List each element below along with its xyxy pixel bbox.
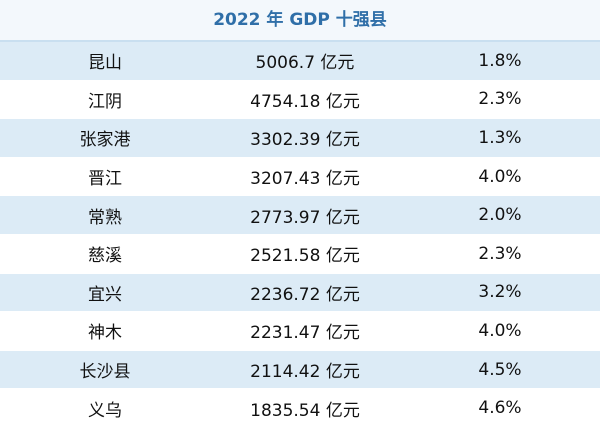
growth-rate: 4.0% bbox=[478, 166, 522, 187]
county-name: 张家港 bbox=[79, 130, 131, 151]
table-row: 张家港 3302.39 亿元 1.3% bbox=[0, 119, 600, 158]
gdp-value: 2231.47 亿元 bbox=[250, 323, 360, 344]
county-name: 晋江 bbox=[88, 169, 122, 190]
growth-rate: 4.5% bbox=[478, 359, 522, 380]
table-row: 慈溪 2521.58 亿元 2.3% bbox=[0, 235, 600, 274]
growth-rate: 1.3% bbox=[478, 127, 522, 148]
county-name: 长沙县 bbox=[79, 362, 131, 383]
table-row: 江阴 4754.18 亿元 2.3% bbox=[0, 81, 600, 120]
county-name: 义乌 bbox=[88, 400, 122, 421]
gdp-value: 2521.58 亿元 bbox=[250, 246, 360, 267]
county-name: 慈溪 bbox=[88, 246, 122, 267]
table-row: 常熟 2773.97 亿元 2.0% bbox=[0, 196, 600, 235]
growth-rate: 4.6% bbox=[478, 398, 522, 419]
gdp-value: 5006.7 亿元 bbox=[255, 53, 355, 74]
county-name: 神木 bbox=[88, 323, 122, 344]
table-row: 神木 2231.47 亿元 4.0% bbox=[0, 312, 600, 351]
table-body: 昆山 5006.7 亿元 1.8% 江阴 4754.18 亿元 2.3% 张家港 3302.3… bbox=[0, 42, 600, 428]
county-name: 常熟 bbox=[88, 207, 122, 228]
growth-rate: 2.3% bbox=[478, 89, 522, 110]
gdp-value: 1835.54 亿元 bbox=[250, 400, 360, 421]
table-row: 昆山 5006.7 亿元 1.8% bbox=[0, 42, 600, 81]
growth-rate: 2.0% bbox=[478, 205, 522, 226]
gdp-value: 3207.43 亿元 bbox=[250, 169, 360, 190]
growth-rate: 1.8% bbox=[478, 50, 522, 71]
gdp-value: 2114.42 亿元 bbox=[250, 362, 360, 383]
county-name: 江阴 bbox=[88, 91, 122, 112]
gdp-value: 2773.97 亿元 bbox=[250, 207, 360, 228]
gdp-value: 2236.72 亿元 bbox=[250, 284, 360, 305]
table-title: 2022 年 GDP 十强县 bbox=[0, 0, 600, 42]
table-row: 义乌 1835.54 亿元 4.6% bbox=[0, 389, 600, 428]
gdp-value: 3302.39 亿元 bbox=[250, 130, 360, 151]
table-row: 晋江 3207.43 亿元 4.0% bbox=[0, 158, 600, 197]
county-name: 昆山 bbox=[88, 53, 122, 74]
table-row: 长沙县 2114.42 亿元 4.5% bbox=[0, 350, 600, 390]
growth-rate: 3.2% bbox=[478, 282, 522, 303]
county-name: 宜兴 bbox=[88, 284, 122, 305]
growth-rate: 4.0% bbox=[478, 320, 522, 341]
growth-rate: 2.3% bbox=[478, 243, 522, 264]
gdp-value: 4754.18 亿元 bbox=[250, 91, 360, 112]
table-row: 宜兴 2236.72 亿元 3.2% bbox=[0, 273, 600, 313]
